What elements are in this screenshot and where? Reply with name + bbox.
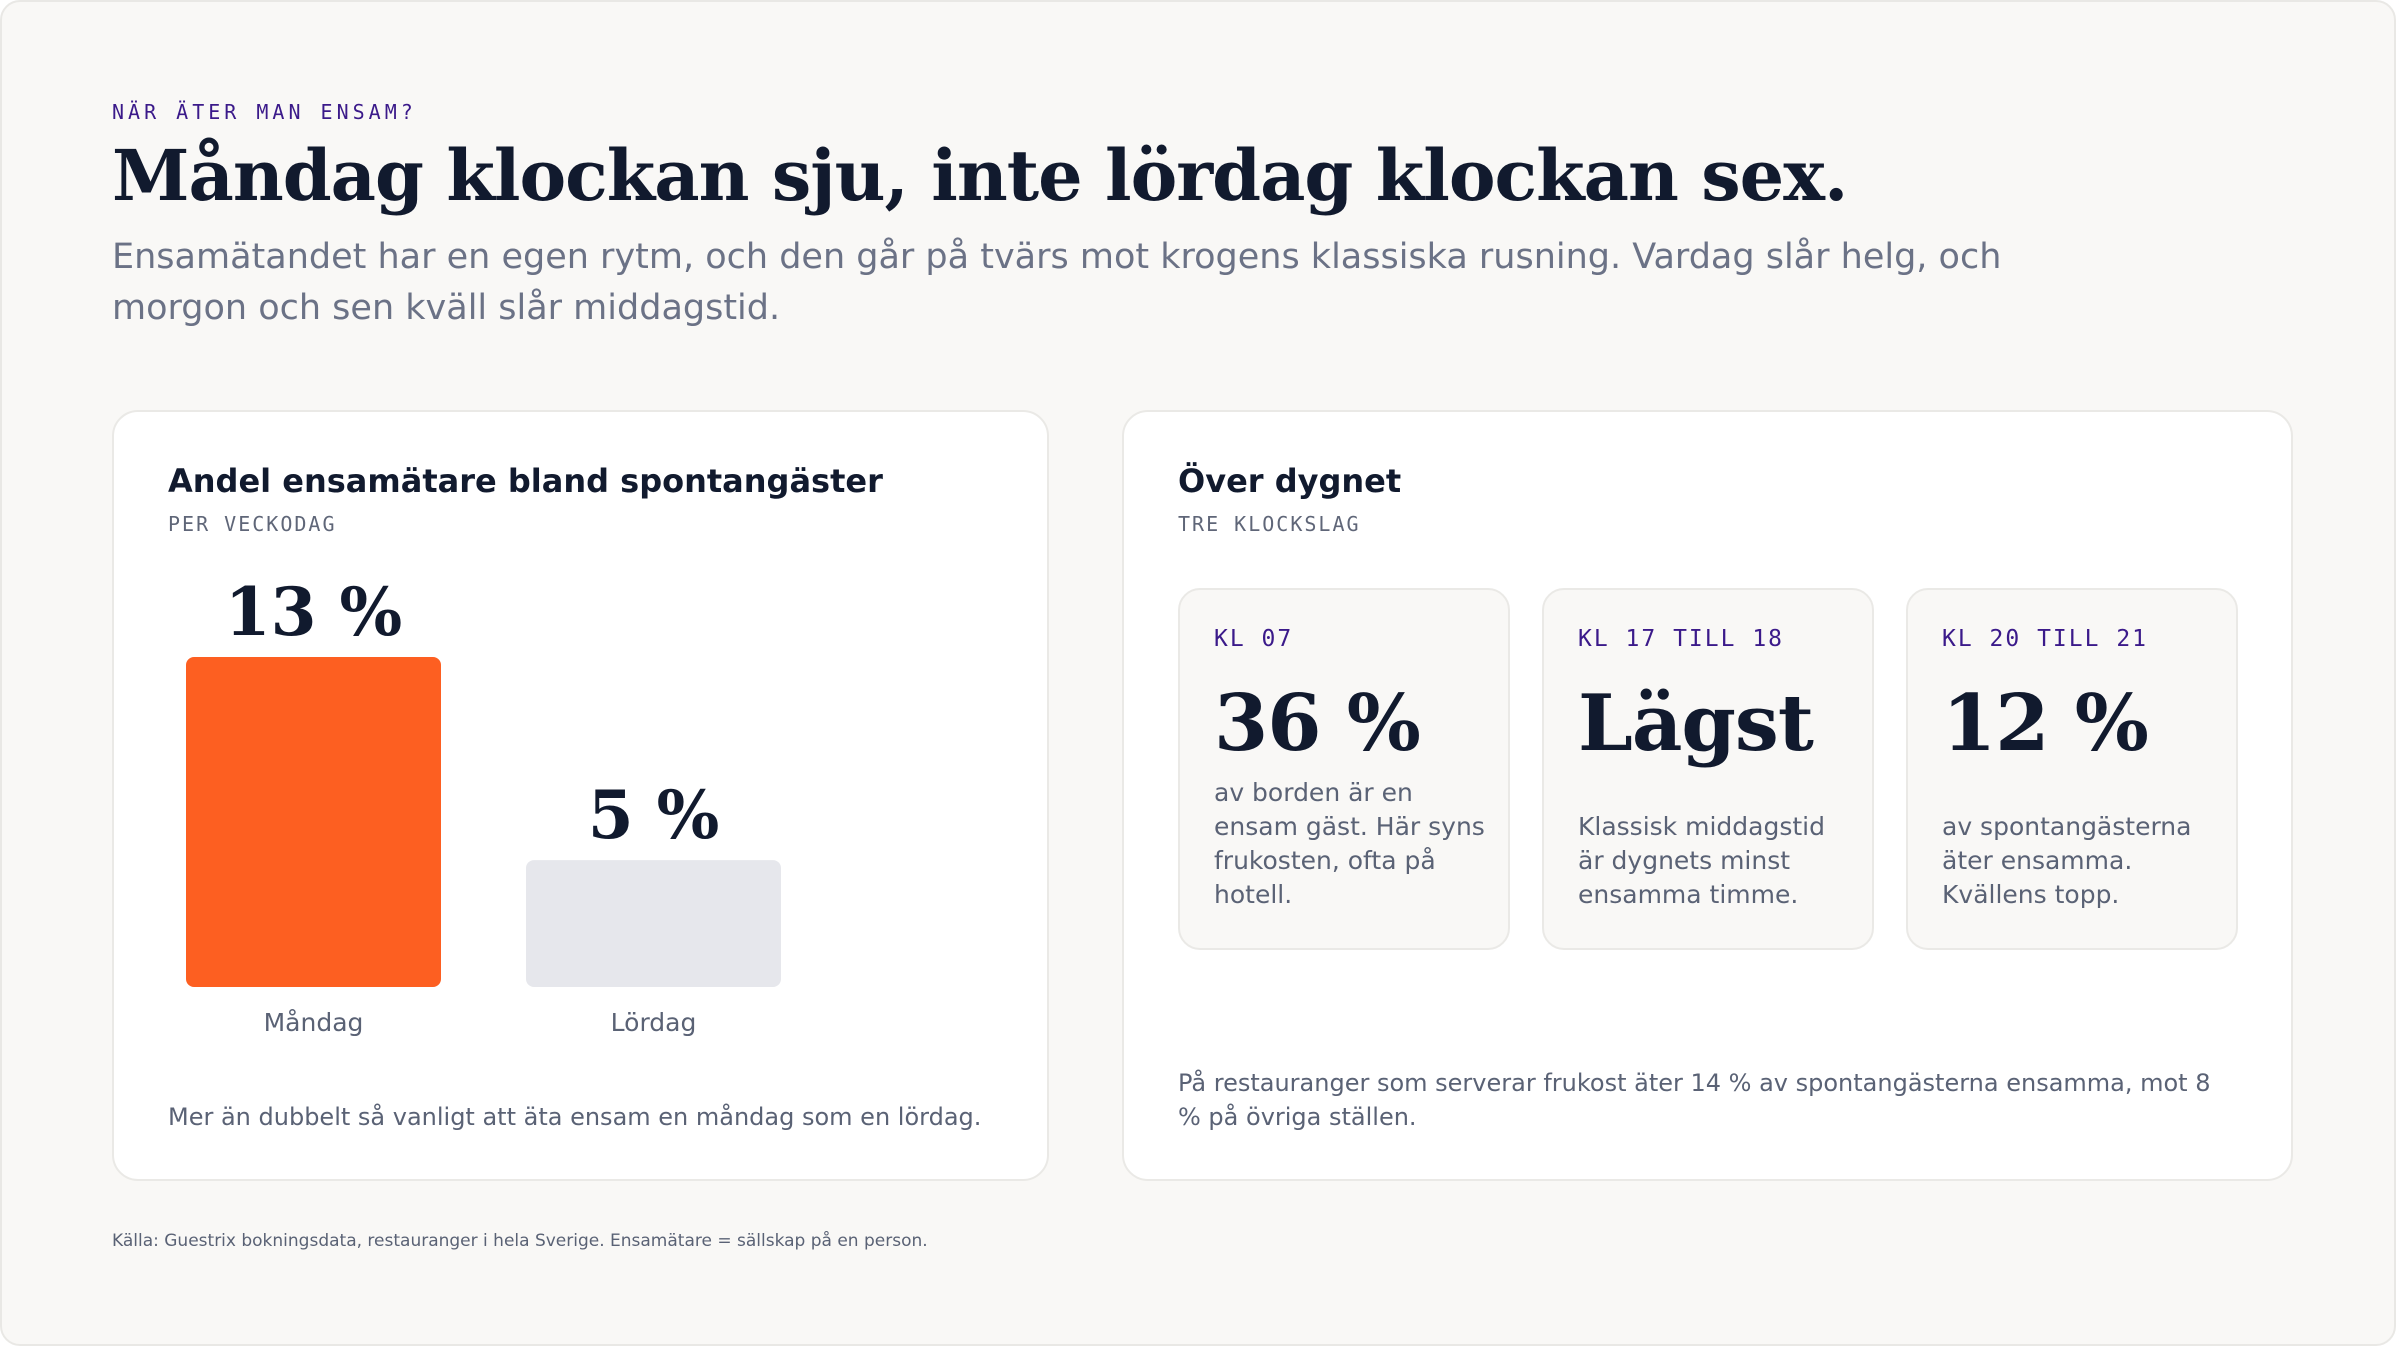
chart-title: Andel ensamätare bland spontangäster bbox=[168, 462, 883, 500]
tile-time-label: KL 20 TILL 21 bbox=[1942, 626, 2149, 652]
bar-lördag bbox=[526, 860, 781, 987]
stat-tile-dinner: KL 17 TILL 18 Lägst Klassisk middagstid … bbox=[1542, 588, 1874, 950]
bar-value-label: 13 % bbox=[225, 573, 403, 651]
weekday-chart-card: Andel ensamätare bland spontangäster PER… bbox=[112, 410, 1049, 1181]
stat-tile-evening: KL 20 TILL 21 12 % av spontangästerna ät… bbox=[1906, 588, 2238, 950]
chart-footnote: Mer än dubbelt så vanligt att äta ensam … bbox=[168, 1103, 982, 1131]
source-note: Källa: Guestrix bokningsdata, restaurang… bbox=[112, 1231, 928, 1251]
day-hours-card: Över dygnet TRE KLOCKSLAG KL 07 36 % av … bbox=[1122, 410, 2293, 1181]
category-label: Lördag bbox=[611, 1008, 697, 1037]
tile-description: av spontangästerna äter ensamma. Kvällen… bbox=[1942, 812, 2192, 909]
hours-title: Över dygnet bbox=[1178, 462, 1402, 500]
weekday-bar-chart: 13 % Måndag 5 % Lördag bbox=[186, 573, 781, 1037]
tile-description: Klassisk middagstid är dygnets minst ens… bbox=[1578, 812, 1825, 909]
tile-description: av borden är en ensam gäst. Här syns fru… bbox=[1214, 778, 1485, 909]
tile-time-label: KL 17 TILL 18 bbox=[1578, 626, 1785, 652]
tile-value: 12 % bbox=[1942, 678, 2149, 769]
tile-time-label: KL 07 bbox=[1214, 626, 1294, 652]
bar-måndag bbox=[186, 657, 441, 987]
page-title: Måndag klockan sju, inte lördag klockan … bbox=[112, 134, 1848, 217]
hours-subtitle: TRE KLOCKSLAG bbox=[1178, 512, 1361, 536]
tile-value: Lägst bbox=[1578, 678, 1814, 769]
lede-paragraph: Ensamätandet har en egen rytm, och den g… bbox=[112, 237, 2002, 328]
eyebrow-label: NÄR ÄTER MAN ENSAM? bbox=[112, 100, 417, 124]
tile-value: 36 % bbox=[1214, 678, 1421, 769]
category-label: Måndag bbox=[264, 1008, 364, 1037]
stat-tile-morning: KL 07 36 % av borden är en ensam gäst. H… bbox=[1178, 588, 1510, 950]
bar-value-label: 5 % bbox=[588, 776, 720, 854]
hours-footnote: På restauranger som serverar frukost äte… bbox=[1178, 1069, 2211, 1131]
chart-subtitle: PER VECKODAG bbox=[168, 512, 337, 536]
